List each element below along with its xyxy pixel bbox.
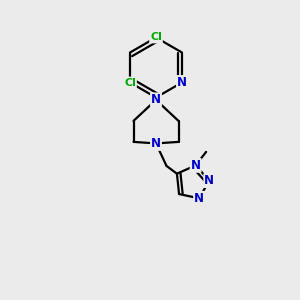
Text: N: N [190,159,201,172]
Text: N: N [151,93,161,106]
Text: N: N [194,192,204,205]
Text: N: N [204,174,214,187]
Text: N: N [177,76,187,89]
Text: Cl: Cl [150,32,162,43]
Text: N: N [151,137,161,150]
Text: Cl: Cl [124,77,136,88]
